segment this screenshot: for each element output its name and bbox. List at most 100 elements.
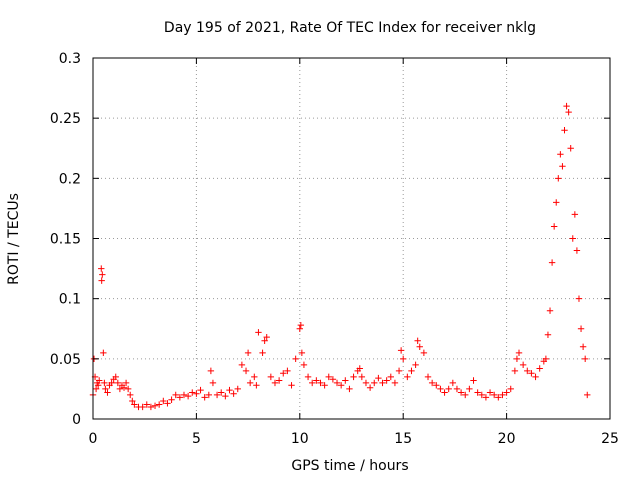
data-point bbox=[513, 355, 521, 363]
data-point bbox=[350, 373, 357, 381]
data-point bbox=[94, 382, 102, 389]
data-point bbox=[579, 343, 587, 350]
data-point bbox=[333, 379, 341, 387]
data-point bbox=[205, 391, 213, 399]
data-point bbox=[445, 385, 452, 393]
data-point bbox=[259, 349, 266, 357]
x-tick-label: 0 bbox=[89, 431, 98, 447]
data-point bbox=[569, 235, 576, 242]
data-point bbox=[309, 379, 316, 387]
data-point bbox=[424, 373, 432, 381]
data-point bbox=[222, 392, 229, 400]
data-point bbox=[536, 365, 543, 372]
data-point bbox=[391, 379, 399, 387]
data-point bbox=[253, 382, 260, 389]
y-tick-label: 0.1 bbox=[59, 292, 81, 308]
data-point bbox=[143, 401, 150, 408]
x-axis-label: GPS time / hours bbox=[291, 458, 408, 474]
data-point bbox=[414, 337, 421, 344]
data-point bbox=[532, 373, 539, 381]
data-point bbox=[346, 385, 353, 393]
gridlines bbox=[93, 58, 610, 419]
data-points bbox=[89, 102, 591, 411]
data-point bbox=[453, 385, 461, 393]
data-point bbox=[470, 377, 477, 384]
data-point bbox=[356, 365, 363, 372]
data-point bbox=[397, 347, 405, 354]
data-point bbox=[400, 355, 407, 363]
data-point bbox=[127, 391, 134, 399]
data-point bbox=[164, 400, 171, 407]
data-point bbox=[114, 379, 122, 387]
y-tick-label: 0 bbox=[72, 412, 81, 428]
data-point bbox=[160, 397, 167, 405]
data-point bbox=[555, 175, 562, 182]
data-point bbox=[271, 379, 279, 387]
data-point bbox=[155, 401, 163, 408]
data-point bbox=[550, 223, 558, 230]
data-point bbox=[482, 394, 490, 401]
data-point bbox=[416, 343, 423, 350]
x-tick-label: 20 bbox=[498, 431, 516, 447]
data-point bbox=[524, 367, 531, 375]
x-tick-label: 10 bbox=[291, 431, 309, 447]
data-point bbox=[129, 397, 136, 405]
data-point bbox=[288, 382, 295, 389]
data-point bbox=[230, 390, 237, 397]
data-point bbox=[362, 379, 370, 387]
data-point bbox=[462, 391, 469, 399]
data-point bbox=[242, 367, 250, 375]
data-point bbox=[102, 385, 109, 393]
data-point bbox=[395, 367, 403, 375]
data-point bbox=[172, 391, 179, 399]
data-point bbox=[189, 389, 196, 396]
data-point bbox=[325, 373, 332, 381]
data-point bbox=[112, 373, 119, 381]
y-tick-label: 0.2 bbox=[59, 171, 81, 187]
x-tick-label: 5 bbox=[192, 431, 201, 447]
data-point bbox=[96, 377, 103, 384]
data-point bbox=[573, 247, 581, 254]
data-point bbox=[404, 373, 411, 381]
data-point bbox=[180, 391, 188, 399]
data-point bbox=[490, 391, 498, 399]
data-point bbox=[209, 379, 217, 387]
data-point bbox=[304, 373, 312, 381]
data-point bbox=[567, 145, 574, 152]
data-point bbox=[255, 329, 262, 336]
chart-title: Day 195 of 2021, Rate Of TEC Index for r… bbox=[164, 20, 536, 36]
data-point bbox=[437, 385, 444, 393]
x-tick-label: 25 bbox=[601, 431, 619, 447]
data-point bbox=[98, 265, 105, 272]
data-point bbox=[101, 379, 108, 387]
data-point bbox=[495, 394, 502, 401]
data-point bbox=[342, 377, 349, 384]
data-point bbox=[213, 391, 221, 399]
data-point bbox=[98, 277, 105, 284]
plot-frame bbox=[92, 57, 611, 420]
data-point bbox=[168, 396, 175, 403]
data-point bbox=[563, 102, 570, 110]
data-point bbox=[366, 384, 374, 391]
data-point bbox=[511, 367, 519, 375]
data-point bbox=[428, 379, 436, 387]
data-point bbox=[244, 349, 252, 357]
data-point bbox=[553, 199, 560, 206]
data-point bbox=[528, 370, 535, 377]
data-point bbox=[238, 361, 246, 369]
data-point bbox=[408, 367, 415, 375]
data-point bbox=[263, 333, 270, 341]
y-axis-label: ROTI / TECUs bbox=[6, 193, 22, 285]
data-point bbox=[218, 389, 225, 396]
data-point bbox=[503, 389, 510, 396]
data-point bbox=[375, 374, 382, 382]
data-point bbox=[383, 377, 390, 384]
data-point bbox=[441, 389, 448, 396]
data-point bbox=[176, 394, 184, 401]
x-tick-label: 15 bbox=[394, 431, 412, 447]
data-point bbox=[371, 379, 378, 387]
data-point bbox=[317, 379, 324, 387]
data-point bbox=[193, 390, 200, 397]
data-point bbox=[329, 376, 337, 383]
